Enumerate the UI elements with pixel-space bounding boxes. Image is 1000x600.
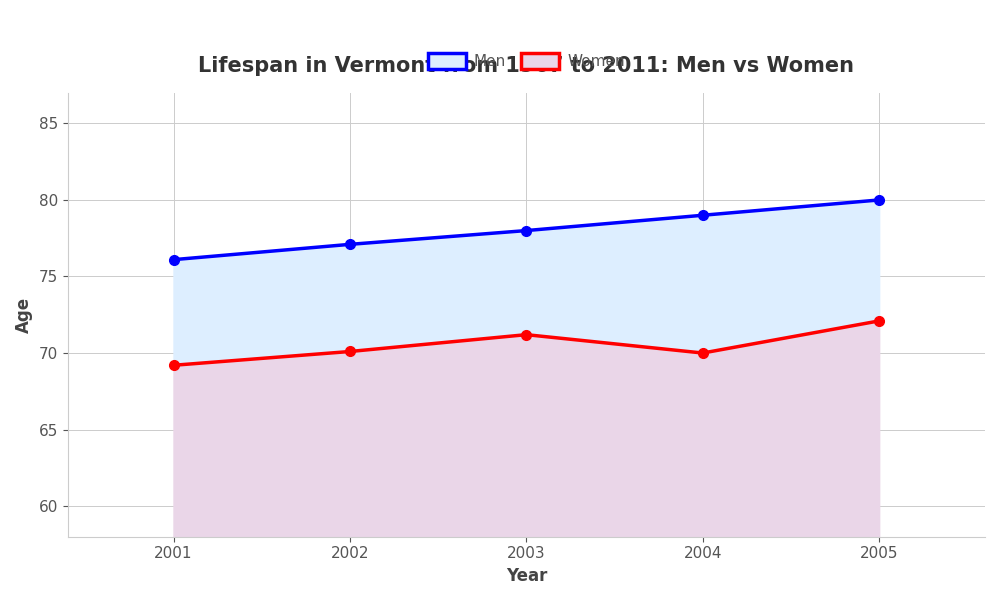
X-axis label: Year: Year (506, 567, 547, 585)
Y-axis label: Age: Age (15, 296, 33, 333)
Legend: Men, Women: Men, Women (422, 47, 631, 76)
Title: Lifespan in Vermont from 1967 to 2011: Men vs Women: Lifespan in Vermont from 1967 to 2011: M… (198, 56, 854, 76)
